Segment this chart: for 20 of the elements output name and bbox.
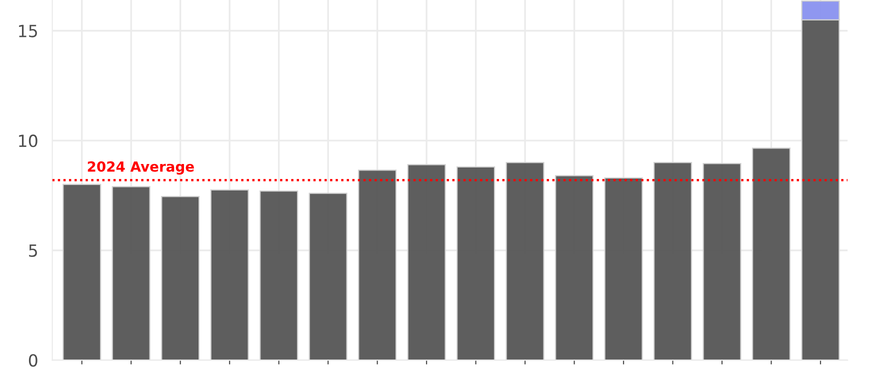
y-tick-label: 5 xyxy=(29,244,37,257)
bar xyxy=(555,175,594,360)
bar xyxy=(407,164,446,360)
bar xyxy=(604,177,643,360)
bar xyxy=(62,184,102,360)
bar xyxy=(112,186,150,360)
bar xyxy=(654,162,692,360)
y-tick-label: 0 xyxy=(28,354,38,367)
bar xyxy=(456,166,496,360)
y-tick-label: 15 xyxy=(19,24,37,38)
ref-line-label: 2024 Average xyxy=(88,161,194,175)
bar xyxy=(210,189,249,360)
bar xyxy=(161,196,200,360)
bar xyxy=(260,190,298,360)
y-tick-label: 10 xyxy=(19,134,38,148)
bar xyxy=(506,162,544,360)
bar xyxy=(752,148,791,360)
bar xyxy=(702,163,742,360)
bar xyxy=(308,192,348,360)
bar xyxy=(358,170,397,360)
